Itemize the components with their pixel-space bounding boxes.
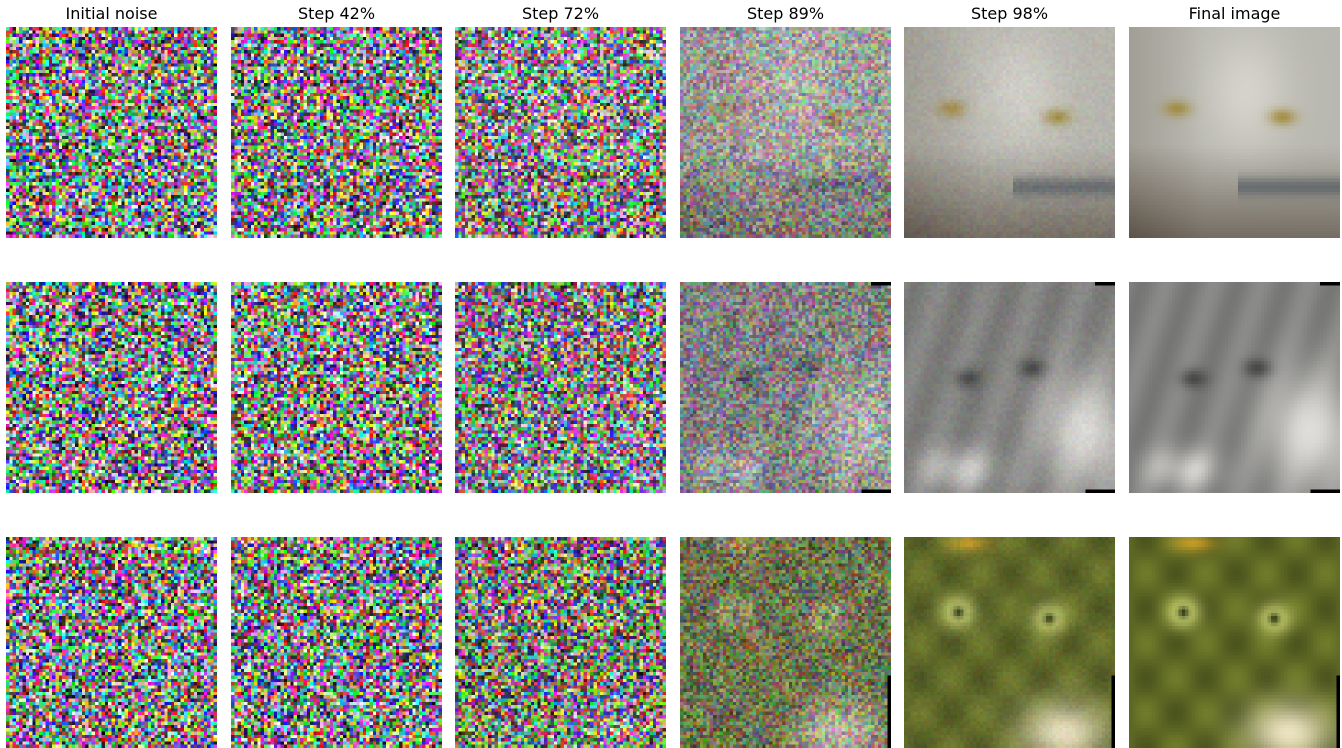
image-panel-r2-c1 bbox=[6, 282, 217, 493]
column-title-step-89: Step 89% bbox=[746, 4, 825, 23]
image-canvas bbox=[680, 537, 891, 748]
image-panel-r1-c6 bbox=[1129, 27, 1340, 238]
image-panel-r2-c5 bbox=[904, 282, 1115, 493]
image-canvas bbox=[1129, 27, 1340, 238]
column-title-step-72: Step 72% bbox=[521, 4, 600, 23]
image-canvas bbox=[231, 282, 442, 493]
column-title-step-42: Step 42% bbox=[297, 4, 376, 23]
image-panel-r3-c6 bbox=[1129, 537, 1340, 748]
column-title-final-image: Final image bbox=[1188, 4, 1281, 23]
image-panel-r1-c4 bbox=[680, 27, 891, 238]
image-canvas bbox=[904, 537, 1115, 748]
image-canvas bbox=[6, 27, 217, 238]
image-canvas bbox=[6, 537, 217, 748]
image-canvas bbox=[6, 282, 217, 493]
image-canvas bbox=[904, 27, 1115, 238]
image-panel-r2-c3 bbox=[455, 282, 666, 493]
column-title-initial-noise: Initial noise bbox=[65, 4, 158, 23]
image-panel-r3-c5 bbox=[904, 537, 1115, 748]
image-panel-r1-c1 bbox=[6, 27, 217, 238]
image-panel-r3-c4 bbox=[680, 537, 891, 748]
image-panel-r3-c3 bbox=[455, 537, 666, 748]
image-panel-r1-c3 bbox=[455, 27, 666, 238]
image-canvas bbox=[904, 282, 1115, 493]
image-panel-r3-c2 bbox=[231, 537, 442, 748]
image-panel-r1-c2 bbox=[231, 27, 442, 238]
image-panel-r2-c4 bbox=[680, 282, 891, 493]
image-panel-r3-c1 bbox=[6, 537, 217, 748]
image-canvas bbox=[680, 282, 891, 493]
column-title-step-98: Step 98% bbox=[970, 4, 1049, 23]
image-canvas bbox=[680, 27, 891, 238]
image-canvas bbox=[455, 537, 666, 748]
image-canvas bbox=[231, 537, 442, 748]
image-canvas bbox=[231, 27, 442, 238]
image-panel-r2-c6 bbox=[1129, 282, 1340, 493]
image-panel-r2-c2 bbox=[231, 282, 442, 493]
image-panel-r1-c5 bbox=[904, 27, 1115, 238]
image-canvas bbox=[1129, 537, 1340, 748]
image-canvas bbox=[1129, 282, 1340, 493]
image-canvas bbox=[455, 27, 666, 238]
image-canvas bbox=[455, 282, 666, 493]
